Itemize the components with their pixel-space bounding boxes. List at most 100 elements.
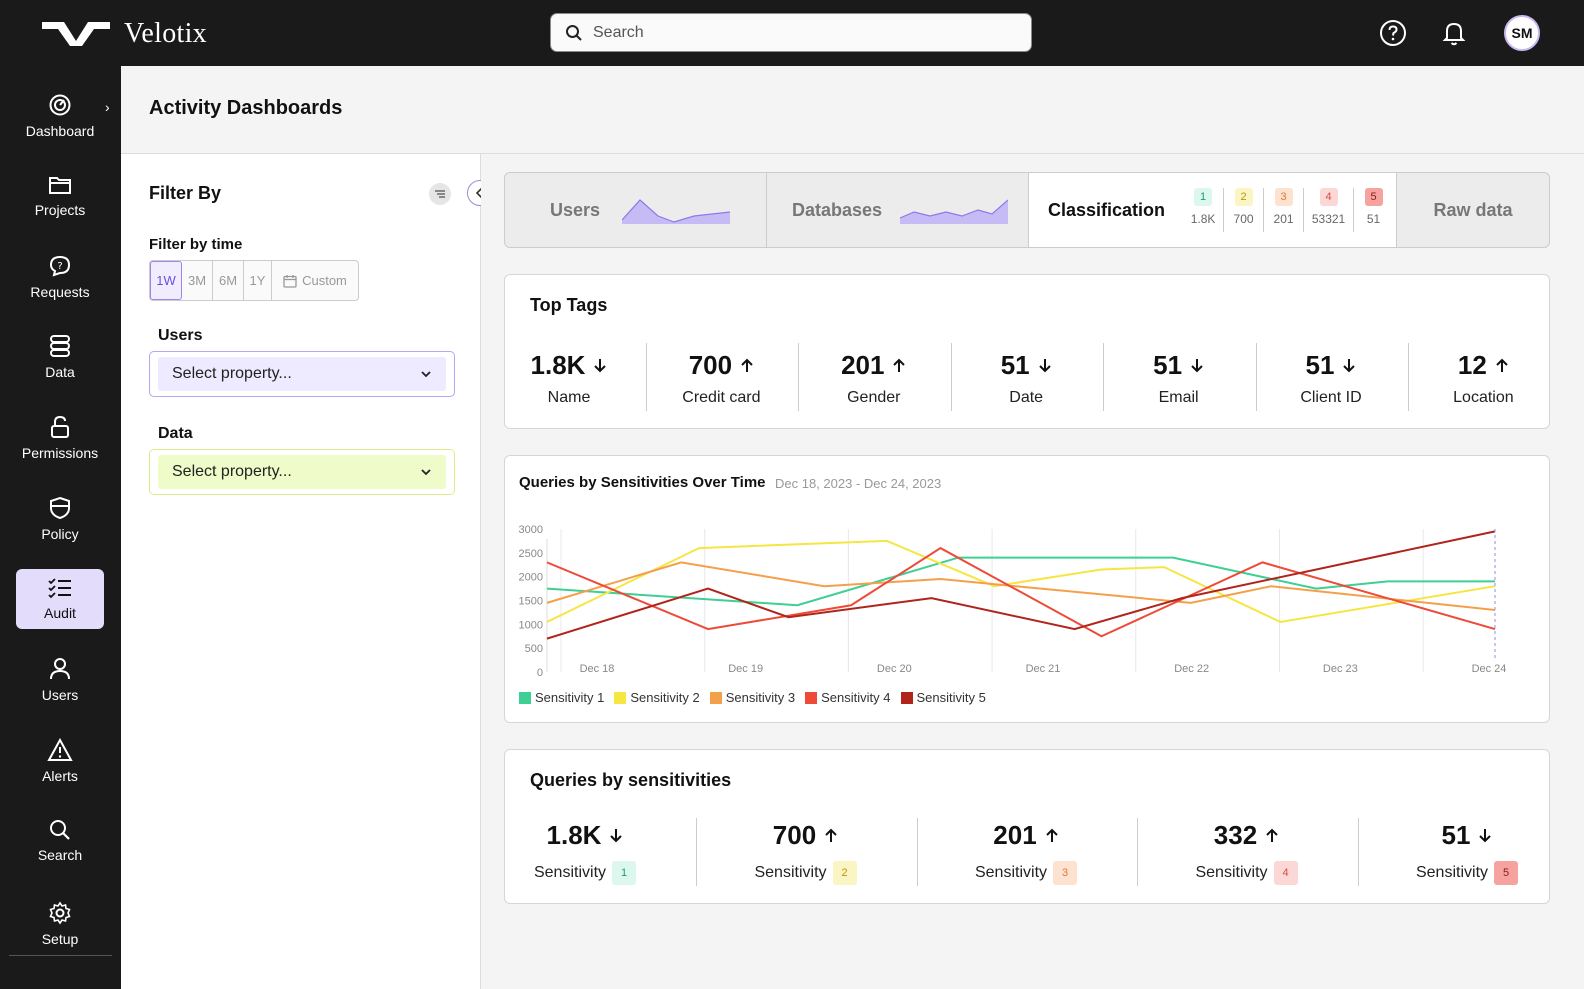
chevron-down-icon <box>421 371 431 378</box>
sidebar-item-users[interactable]: Users <box>16 650 104 710</box>
logo[interactable]: Velotix <box>42 18 207 50</box>
time-option-1y[interactable]: 1Y <box>244 261 272 300</box>
time-option-3m[interactable]: 3M <box>182 261 213 300</box>
sidebar-item-alerts[interactable]: Alerts <box>16 731 104 791</box>
x-tick-label: Dec 23 <box>1323 663 1358 675</box>
sensitivity-stat-value: 1.8K <box>547 820 624 851</box>
tag-stat-value: 700 <box>689 350 754 381</box>
global-search[interactable] <box>550 13 1032 52</box>
legend-label: Sensitivity 2 <box>630 690 700 705</box>
legend-label: Sensitivity 4 <box>821 690 891 705</box>
legend-label: Sensitivity 3 <box>725 690 796 705</box>
y-tick-label: 2000 <box>519 572 543 584</box>
time-option-custom[interactable]: Custom <box>272 261 358 300</box>
sidebar-item-search[interactable]: Search <box>16 811 104 871</box>
queries-by-sensitivities-card: Queries by sensitivities 1.8K Sensitivity… <box>504 749 1550 904</box>
gauge-icon <box>49 94 71 116</box>
tag-stat-value: 51 <box>1306 350 1357 381</box>
data-filter-label: Data <box>158 425 193 442</box>
sensitivity-value-text: 700 <box>772 820 817 850</box>
sensitivity-stat: 332 Sensitivity 4 <box>1167 820 1327 885</box>
filter-settings-icon[interactable] <box>429 183 451 205</box>
data-select[interactable]: Select property... <box>149 449 455 495</box>
velotix-logo-icon <box>42 22 110 46</box>
sidebar-item-label: Projects <box>34 202 86 218</box>
tag-stat: 201 Gender <box>804 350 944 407</box>
help-icon[interactable] <box>1377 17 1409 49</box>
sensitivity-stat: 51 Sensitivity 5 <box>1387 820 1547 885</box>
series-line-sensitivity-2 <box>546 539 1496 623</box>
tab-users[interactable]: Users <box>505 173 767 247</box>
arrow-down-icon <box>1343 359 1356 373</box>
sensitivity-badge: 5 <box>1494 861 1519 885</box>
legend-item[interactable]: Sensitivity 4 <box>805 690 891 705</box>
sensitivity-chip-2: 2 700 <box>1223 188 1263 232</box>
sensitivity-value-text: 201 <box>993 820 1037 850</box>
sidebar-item-requests[interactable]: ? Requests <box>16 247 104 307</box>
sidebar-item-label: Alerts <box>42 768 78 784</box>
legend-item[interactable]: Sensitivity 2 <box>614 690 700 705</box>
databases-sparkline-icon <box>900 199 1009 224</box>
sidebar-item-label: Dashboard <box>25 123 95 139</box>
sidebar-item-setup[interactable]: Setup <box>16 894 104 954</box>
legend-label: Sensitivity 1 <box>535 690 605 705</box>
sidebar-item-label: Permissions <box>21 445 99 461</box>
stat-divider <box>798 343 800 411</box>
legend-swatch <box>709 691 722 704</box>
database-icon <box>50 335 70 357</box>
tag-stat-label: Client ID <box>1300 389 1362 406</box>
y-tick-label: 500 <box>525 643 543 655</box>
chevron-right-icon[interactable]: › <box>105 99 110 115</box>
chevron-left-icon <box>475 187 483 199</box>
sidebar-item-label: Audit <box>44 605 76 621</box>
sensitivity-stat-value: 332 <box>1214 820 1279 851</box>
time-option-1w[interactable]: 1W <box>150 261 182 300</box>
sidebar-item-data[interactable]: Data <box>16 327 104 387</box>
stat-divider <box>696 818 697 886</box>
tab-raw-data-label: Raw data <box>1433 199 1513 220</box>
sidebar-item-policy[interactable]: Policy <box>16 489 104 549</box>
time-option-6m[interactable]: 6M <box>213 261 244 300</box>
users-sparkline-icon <box>622 199 731 224</box>
sidebar-item-permissions[interactable]: Permissions <box>16 408 104 468</box>
x-tick-label: Dec 21 <box>1026 663 1061 675</box>
stat-divider <box>1408 343 1409 411</box>
tag-value-text: 51 <box>1153 350 1183 380</box>
sidebar: › Dashboard Projects ? Requests Data Per… <box>0 66 121 989</box>
sidebar-item-label: Search <box>37 847 83 863</box>
tag-stat-label: Gender <box>847 389 901 406</box>
tag-stat-label: Date <box>1009 389 1044 406</box>
sensitivity-chip-value: 201 <box>1273 212 1294 226</box>
avatar[interactable]: SM <box>1504 15 1540 51</box>
tag-value-text: 51 <box>1305 350 1335 380</box>
tab-raw-data[interactable]: Raw data <box>1397 173 1549 247</box>
tag-stat-value: 1.8K <box>531 350 608 381</box>
legend-item[interactable]: Sensitivity 3 <box>709 690 796 705</box>
sidebar-item-label: Setup <box>41 931 79 947</box>
sensitivity-badge: 4 <box>1319 188 1338 206</box>
sidebar-divider <box>9 955 112 956</box>
alert-icon <box>47 738 73 761</box>
arrow-up-icon <box>1045 828 1058 842</box>
search-input[interactable] <box>593 23 993 42</box>
main-content: Users Databases Classification 1 1.8K 2 70… <box>481 154 1584 989</box>
tab-databases[interactable]: Databases <box>767 173 1029 247</box>
filter-time-label: Filter by time <box>149 236 243 253</box>
time-option-custom-label: Custom <box>302 273 347 288</box>
x-tick-label: Dec 24 <box>1472 663 1507 675</box>
arrow-up-icon <box>1496 358 1508 372</box>
legend-item[interactable]: Sensitivity 5 <box>900 690 986 705</box>
series-line-sensitivity-3 <box>546 561 1496 612</box>
sidebar-item-audit[interactable]: Audit <box>16 569 104 629</box>
sensitivity-label-text: Sensitivity <box>1195 864 1268 881</box>
sidebar-item-projects[interactable]: Projects <box>16 166 104 226</box>
tag-stat: 1.8K Name <box>499 350 639 407</box>
arrow-up-icon <box>741 358 753 372</box>
search-icon <box>566 24 582 41</box>
users-select[interactable]: Select property... <box>149 351 455 397</box>
bell-icon[interactable] <box>1438 17 1470 49</box>
legend-item[interactable]: Sensitivity 1 <box>519 690 604 705</box>
sidebar-item-dashboard[interactable]: Dashboard <box>16 86 104 146</box>
sidebar-item-label: Policy <box>41 526 79 542</box>
